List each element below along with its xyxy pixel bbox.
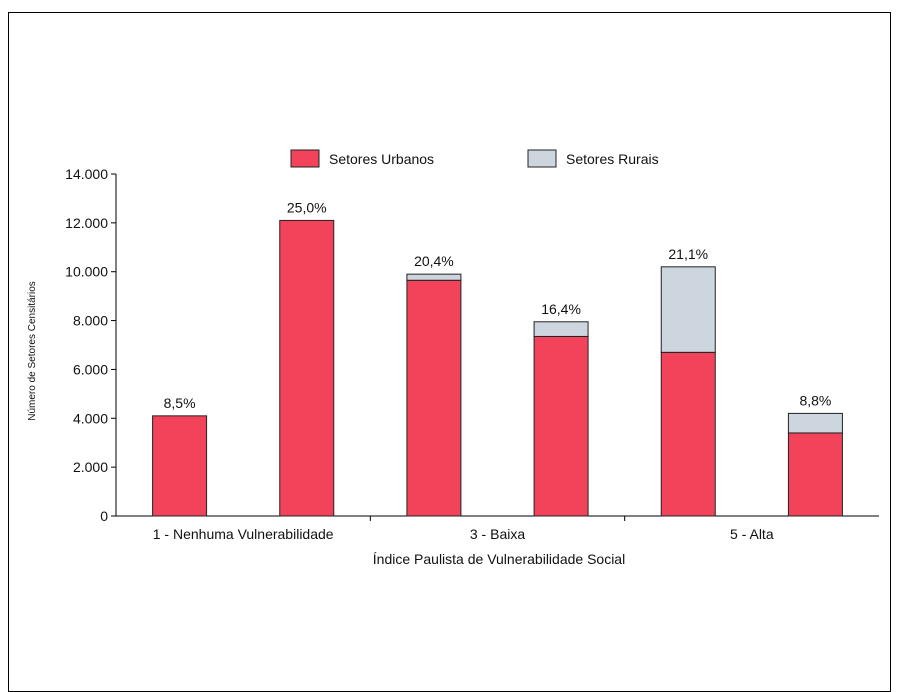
bar-urban	[152, 415, 208, 517]
x-tick-label: 1 - Nenhuma Vulnerabilidade	[153, 526, 334, 542]
bars	[152, 219, 843, 517]
y-axis-title: Número de Setores Censitários	[27, 281, 38, 421]
legend-swatch	[290, 149, 320, 168]
y-tick-label: 10.000	[65, 264, 108, 280]
bar-rural	[660, 266, 716, 353]
bar-urban	[660, 351, 716, 517]
data-label: 16,4%	[541, 301, 581, 317]
legend-label: Setores Urbanos	[329, 151, 434, 167]
legend-label: Setores Rurais	[566, 151, 659, 167]
bar-urban	[279, 219, 335, 517]
x-tick-label: 3 - Baixa	[470, 526, 525, 542]
bar-urban	[533, 335, 589, 517]
x-tick-label: 5 - Alta	[730, 526, 774, 542]
y-axis: 0 2.000 4.000 6.000 8.000 10.000 12.000 14.000	[65, 166, 117, 524]
y-tick-label: 12.000	[65, 215, 108, 231]
data-label: 20,4%	[414, 253, 454, 269]
data-label: 21,1%	[668, 246, 708, 262]
bar-rural	[787, 412, 843, 434]
data-labels: 8,5% 25,0% 20,4% 16,4% 21,1% 8,8%	[164, 199, 832, 410]
bar-urban	[787, 432, 843, 517]
legend: Setores Urbanos Setores Rurais	[290, 149, 659, 168]
y-tick-label: 4.000	[73, 410, 108, 426]
bar-urban	[406, 279, 462, 517]
x-axis-title: Índice Paulista de Vulnerabilidade Socia…	[373, 551, 625, 567]
y-tick-label: 0	[100, 508, 108, 524]
y-tick-label: 2.000	[73, 459, 108, 475]
figure-frame: 0 2.000 4.000 6.000 8.000 10.000 12.000 14.000 …	[8, 12, 891, 692]
data-label: 25,0%	[287, 199, 327, 215]
y-tick-label: 8.000	[73, 313, 108, 329]
x-axis: 1 - Nenhuma Vulnerabilidade 3 - Baixa 5 - …	[116, 515, 879, 542]
chart: 02.0004.0006.0008.00010.00012.00014.000 …	[27, 149, 879, 567]
data-label: 8,8%	[799, 392, 831, 408]
bar-rural	[406, 273, 462, 281]
y-tick-label: 14.000	[65, 166, 108, 182]
data-label: 8,5%	[164, 395, 196, 411]
y-tick-label: 6.000	[73, 361, 108, 377]
bar-rural	[533, 321, 589, 337]
legend-swatch	[527, 149, 557, 168]
